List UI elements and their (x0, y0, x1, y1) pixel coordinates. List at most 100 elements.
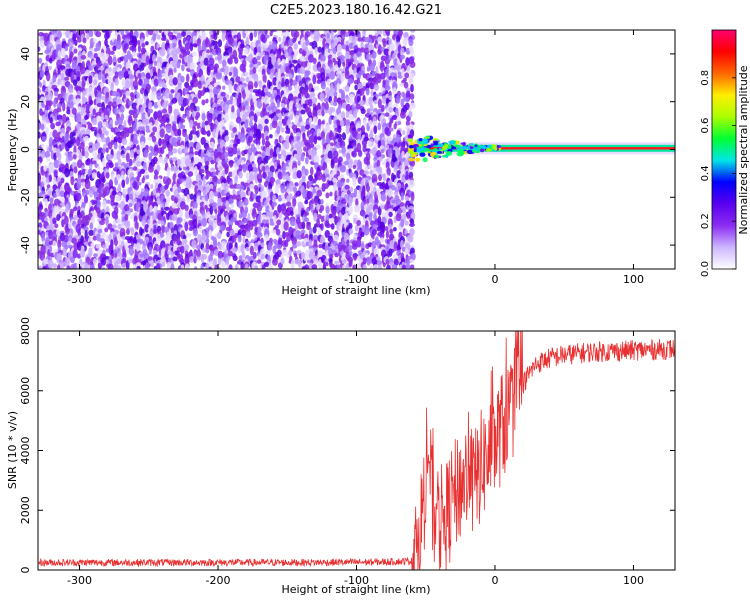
spectrogram-cell (160, 240, 166, 250)
spectrogram-cell (215, 72, 222, 80)
spectrogram-cell (73, 48, 78, 54)
colorbar-tick-label: 0.6 (700, 118, 711, 134)
spectrogram-cell (193, 105, 198, 113)
spectrogram-cell (137, 181, 142, 186)
spectrogram-cell (111, 190, 117, 196)
colorbar-tick-label: 0.4 (700, 165, 711, 181)
onset-cell (436, 150, 443, 154)
spectrogram-cell (100, 95, 106, 101)
spectrogram-cell (231, 247, 238, 253)
spectrogram-cell (52, 263, 58, 269)
spectrogram-cell (191, 239, 197, 249)
spectrogram-cell (120, 30, 125, 36)
spectrogram-cell (190, 105, 194, 114)
spectrogram-cell (53, 159, 60, 169)
spectrogram-cell (38, 161, 42, 170)
spectrogram-cell (230, 111, 234, 120)
spectrogram-cell (160, 232, 165, 238)
spectrogram-cell (141, 219, 146, 227)
spectrogram-y-tick-label: 40 (19, 47, 32, 61)
spectrogram-cell (76, 179, 82, 190)
spectrogram-cell (48, 244, 53, 254)
spectrogram-cell (320, 223, 324, 231)
spectrogram-cell (161, 261, 166, 268)
spectrogram-cell (329, 191, 333, 197)
spectrogram-cell (114, 78, 119, 86)
spectrogram-cell (369, 104, 374, 112)
spectrogram-cell (253, 265, 259, 269)
spectrogram-cell (269, 30, 273, 37)
spectrogram-cell (95, 196, 102, 201)
spectrogram-cell (258, 80, 263, 89)
spectrogram-cell (193, 134, 198, 143)
spectrogram-cell (409, 60, 416, 69)
spectrogram-cell (218, 59, 223, 65)
spectrogram-cell (48, 143, 53, 153)
spectrogram-cell (118, 143, 122, 151)
onset-cell (472, 149, 476, 153)
spectrogram-cell (393, 227, 397, 232)
spectrogram-cell (196, 106, 200, 112)
spectrogram-y-tick-label: 0 (19, 146, 32, 153)
spectrogram-cell (181, 64, 185, 72)
spectrogram-cell (44, 198, 48, 207)
spectrogram-cell (311, 97, 318, 104)
spectrogram-cell (164, 156, 168, 163)
spectrogram-cell (129, 208, 133, 213)
spectrogram-cell (59, 190, 66, 198)
onset-cell (412, 143, 419, 148)
spectrogram-cell (164, 72, 169, 82)
spectrogram-cell (196, 37, 201, 47)
spectrogram-cell (388, 248, 393, 257)
spectrogram-cell (124, 213, 129, 222)
spectrogram-cell (187, 171, 194, 177)
spectrogram-cell (194, 184, 199, 195)
spectrogram-cell (224, 103, 229, 114)
spectrogram-cell (339, 119, 345, 127)
spectrogram-cell (136, 160, 142, 167)
spectrogram-cell (349, 186, 354, 192)
spectrogram-cell (189, 256, 195, 263)
spectrogram-cell (52, 240, 57, 247)
spectrogram-cell (346, 178, 350, 183)
spectrogram-cell (38, 122, 41, 132)
spectrogram-cell (65, 228, 70, 235)
spectrogram-cell (132, 263, 137, 269)
spectrogram-cell (278, 115, 283, 121)
spectrogram-cell (304, 56, 309, 61)
spectrogram-cell (313, 85, 320, 91)
spectrogram-cell (216, 231, 222, 240)
spectrogram-cell (400, 192, 404, 201)
spectrogram-cell (83, 241, 89, 246)
spectrogram-cell (166, 264, 171, 269)
spectrogram-cell (96, 200, 101, 210)
spectrogram-cell (100, 235, 106, 240)
spectrogram-cell (67, 140, 73, 149)
figure-title: C2E5.2023.180.16.42.G21 (270, 3, 442, 18)
spectrogram-cell (97, 165, 101, 171)
spectrogram-cell (46, 157, 51, 162)
spectrogram-cell (91, 117, 98, 126)
spectrogram-cell (387, 188, 393, 198)
spectrogram-cell (92, 235, 97, 241)
spectrogram-cell (60, 202, 66, 207)
spectrogram-cell (156, 34, 161, 40)
spectrogram-cell (150, 262, 155, 268)
spectrogram-cell (161, 108, 168, 114)
spectrogram-cell (168, 105, 173, 114)
spectrogram-cell (125, 176, 130, 185)
spectrogram-cell (224, 167, 228, 175)
spectrogram-cell (220, 119, 225, 128)
spectrogram-cell (337, 125, 342, 134)
onset-cell (433, 154, 440, 159)
spectrogram-cell (225, 257, 230, 266)
spectrogram-cell (149, 121, 153, 132)
spectrogram-cell (49, 117, 53, 124)
spectrogram-cell (183, 244, 190, 251)
spectrogram-cell (72, 33, 77, 42)
spectrogram-cell (388, 55, 392, 62)
spectrogram-cell (104, 114, 109, 120)
spectrogram-cell (408, 38, 414, 47)
spectrogram-cell (78, 153, 83, 161)
